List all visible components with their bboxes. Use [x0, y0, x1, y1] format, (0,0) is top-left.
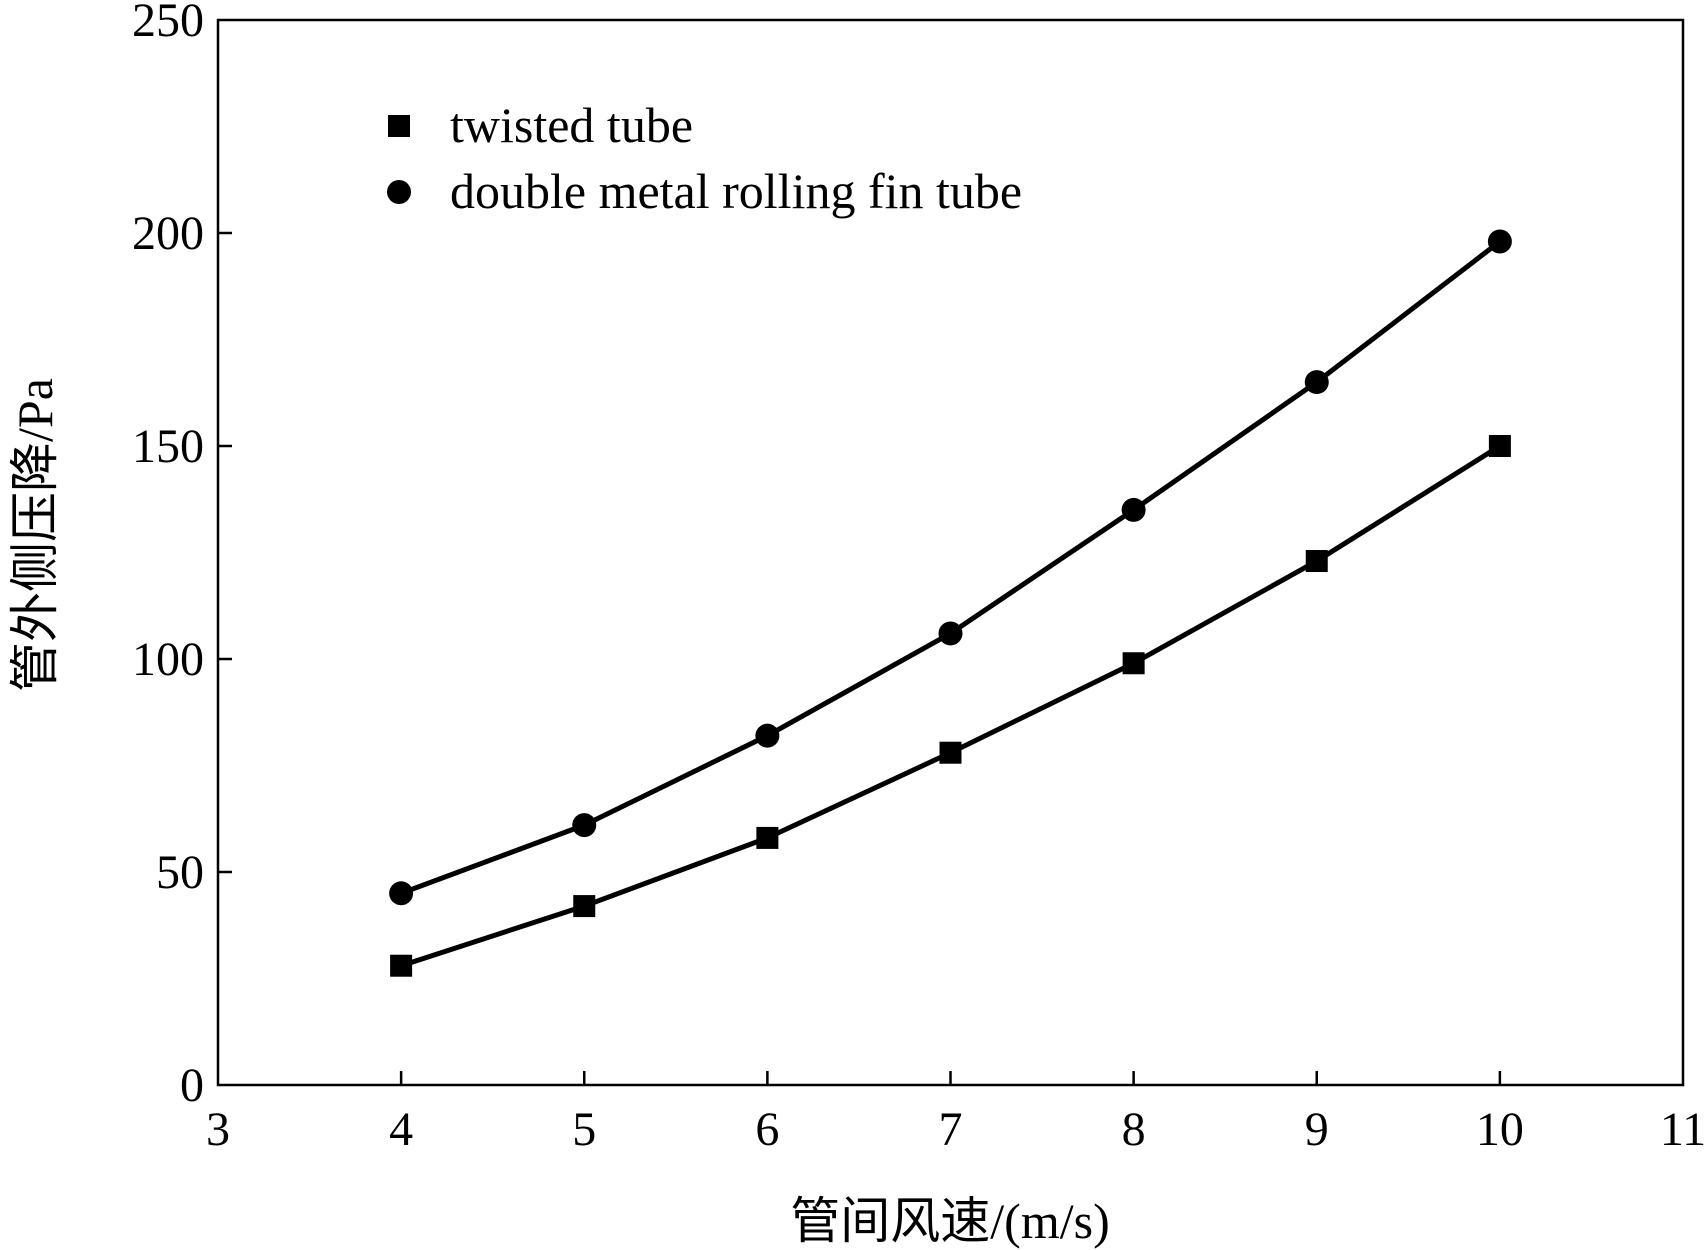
series-line-1 [400, 443, 1502, 969]
data-point-circle [572, 813, 597, 838]
legend-marker-circle [387, 180, 411, 204]
data-point-square [1488, 435, 1511, 457]
x-axis-ticks: 3 4 5 6 7 8 9 10 11 [206, 1071, 1706, 1156]
data-point-square [1122, 652, 1145, 675]
data-point-circle [755, 723, 780, 748]
y-tick-label: 200 [132, 207, 204, 260]
y-axis-title: 管外侧压降/Pa [7, 378, 63, 692]
data-point-circle [938, 621, 963, 646]
data-point-circle [1121, 497, 1146, 522]
legend-label: twisted tube [450, 97, 693, 153]
data-point-square [390, 954, 413, 977]
x-axis-title: 管间风速/(m/s) [790, 1193, 1109, 1249]
x-tick-label: 4 [389, 1103, 413, 1156]
x-tick-label: 7 [939, 1103, 963, 1156]
y-tick-label: 0 [180, 1059, 204, 1112]
y-tick-label: 150 [132, 420, 204, 473]
data-point-square [1305, 550, 1328, 573]
data-point-square [939, 741, 962, 764]
data-point-circle [1304, 370, 1329, 395]
data-point-square [573, 895, 596, 918]
x-tick-label: 11 [1660, 1103, 1706, 1156]
series-layer [389, 229, 1512, 977]
y-tick-label: 100 [132, 633, 204, 686]
data-point-circle [389, 881, 414, 906]
series-line-2 [400, 239, 1502, 896]
y-axis-ticks: 0 50 100 150 200 250 [132, 0, 232, 1112]
legend-label: double metal rolling fin tube [450, 163, 1022, 219]
x-tick-label: 3 [206, 1103, 230, 1156]
x-tick-label: 8 [1122, 1103, 1146, 1156]
legend: twisted tube double metal rolling fin tub… [387, 97, 1022, 219]
x-tick-label: 9 [1305, 1103, 1329, 1156]
y-tick-label: 50 [156, 846, 204, 899]
legend-marker-square [388, 115, 410, 137]
data-point-square [756, 826, 779, 849]
data-point-circle [1487, 229, 1512, 254]
x-tick-label: 5 [572, 1103, 596, 1156]
x-tick-label: 10 [1476, 1103, 1524, 1156]
x-tick-label: 6 [755, 1103, 779, 1156]
y-tick-label: 250 [132, 0, 204, 47]
